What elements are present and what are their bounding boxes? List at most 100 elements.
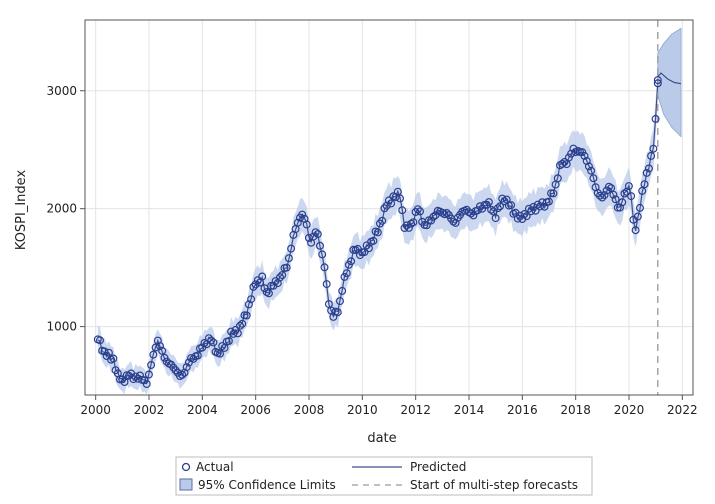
x-tick-label: 2022 (667, 403, 698, 417)
x-tick-label: 2004 (187, 403, 218, 417)
actual-point (611, 195, 620, 204)
actual-point (549, 189, 558, 198)
actual-point (136, 371, 145, 380)
actual-point (100, 347, 109, 356)
actual-point (522, 212, 531, 221)
actual-point (267, 281, 276, 290)
actual-point (158, 346, 167, 355)
actual-point (129, 375, 138, 384)
actual-point (649, 144, 658, 153)
legend: Actual 95% Confidence Limits Predicted S… (175, 456, 593, 496)
actual-point (216, 349, 225, 358)
actual-point (224, 337, 233, 346)
actual-point (342, 269, 351, 278)
y-tick-label: 2000 (46, 202, 77, 216)
x-tick-label: 2008 (294, 403, 325, 417)
actual-point (600, 191, 609, 200)
actual-point (95, 336, 104, 345)
actual-point (204, 334, 213, 343)
actual-point (598, 193, 607, 202)
predicted-line (97, 79, 659, 385)
actual-point (249, 282, 258, 291)
actual-point (544, 197, 553, 206)
x-tick-label: 2020 (614, 403, 645, 417)
actual-point (278, 271, 287, 280)
actual-point (131, 372, 140, 381)
actual-point (120, 378, 129, 387)
actual-point (104, 348, 113, 357)
actual-point (247, 295, 256, 304)
y-tick-label: 1000 (46, 320, 77, 334)
actual-point (229, 329, 238, 338)
actual-point (491, 214, 500, 223)
actual-point (302, 220, 311, 229)
actual-point (400, 224, 409, 233)
actual-point (615, 203, 624, 212)
x-axis-title: date (367, 431, 396, 446)
actual-point (316, 241, 325, 250)
actual-point (276, 273, 285, 282)
actual-point (309, 232, 318, 241)
actual-point (638, 186, 647, 195)
actual-point (149, 350, 158, 359)
actual-point (322, 280, 331, 289)
actual-point (369, 236, 378, 245)
actual-point (407, 219, 416, 228)
confidence-band-forecast (657, 27, 682, 138)
actual-point (560, 158, 569, 167)
actual-point (182, 363, 191, 372)
actual-point (258, 272, 267, 281)
actual-point (473, 206, 482, 215)
actual-point (320, 263, 329, 272)
actual-point (429, 212, 438, 221)
x-tick-label: 2016 (507, 403, 538, 417)
actual-point (373, 228, 382, 237)
actual-point (498, 194, 507, 203)
actual-point (244, 300, 253, 309)
actual-point (527, 207, 536, 216)
actual-point (144, 370, 153, 379)
actual-point (620, 189, 629, 198)
legend-confidence-swatch (179, 478, 193, 491)
actual-point (633, 212, 642, 221)
actual-point (147, 361, 156, 370)
y-tick-label: 3000 (46, 84, 77, 98)
x-tick-label: 2006 (240, 403, 271, 417)
legend-forecast-start-label: Start of multi-step forecasts (410, 478, 578, 492)
actual-point (500, 197, 509, 206)
actual-point (624, 182, 633, 191)
actual-point (287, 244, 296, 253)
actual-point (469, 211, 478, 220)
y-axis-title: KOSPI_Index (14, 170, 29, 251)
actual-point (284, 254, 293, 263)
actual-point (242, 311, 251, 320)
actual-point (595, 191, 604, 200)
actual-point (193, 351, 202, 360)
actual-point (178, 370, 187, 379)
legend-actual-marker (181, 462, 191, 472)
actual-point (584, 162, 593, 171)
actual-point (520, 210, 529, 219)
actual-point (380, 204, 389, 213)
actual-point (647, 151, 656, 160)
actual-point (653, 76, 662, 85)
actual-point (233, 329, 242, 338)
actual-point (378, 216, 387, 225)
plot-frame (84, 19, 694, 396)
actual-point (251, 280, 260, 289)
legend-predicted-label: Predicted (410, 460, 466, 474)
x-tick-label: 2012 (400, 403, 431, 417)
actual-point (507, 201, 516, 210)
actual-point (338, 286, 347, 295)
actual-point (609, 190, 618, 199)
actual-point (171, 366, 180, 375)
actual-point (493, 204, 502, 213)
actual-point (567, 149, 576, 158)
actual-markers-layer (93, 76, 662, 389)
actual-point (535, 202, 544, 211)
actual-point (382, 201, 391, 210)
actual-point (653, 79, 662, 88)
x-tick-label: 2010 (347, 403, 378, 417)
actual-point (313, 230, 322, 239)
x-tick-label: 2002 (134, 403, 165, 417)
